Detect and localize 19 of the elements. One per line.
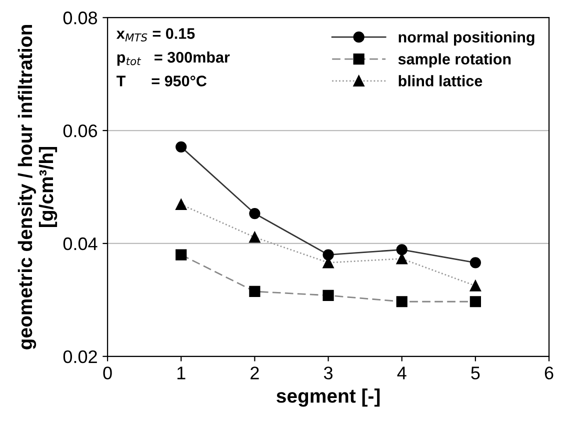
x-tick-label: 2 <box>250 366 259 380</box>
x-tick-label: 6 <box>544 366 554 380</box>
x-tick-label: 3 <box>324 366 333 380</box>
legend-label: normal positioning <box>398 31 534 46</box>
y-tick-label: 0.08 <box>63 12 98 24</box>
legend-label: sample rotation <box>398 53 511 68</box>
x-tick-label: 4 <box>397 366 406 380</box>
x-axis-title: segment [-] <box>276 388 380 407</box>
x-tick-label: 5 <box>471 366 480 380</box>
x-tick-label: 1 <box>177 366 186 380</box>
y-tick-label: 0.06 <box>63 124 98 138</box>
annotation: x$_{MTS}$ = 0.15 <box>116 28 195 42</box>
y-tick-label: 0.02 <box>63 350 97 364</box>
x-tick-label: 0 <box>103 366 112 380</box>
text: p$_{tot}$ = 300mbar <box>117 51 230 66</box>
annotation: T = 950°C <box>116 76 207 86</box>
legend-label: blind lattice <box>398 75 482 86</box>
y-axis-title: geometric density / hour infiltration [g/cm³/h] <box>18 25 58 350</box>
y-tick-label: 0.04 <box>63 237 98 250</box>
